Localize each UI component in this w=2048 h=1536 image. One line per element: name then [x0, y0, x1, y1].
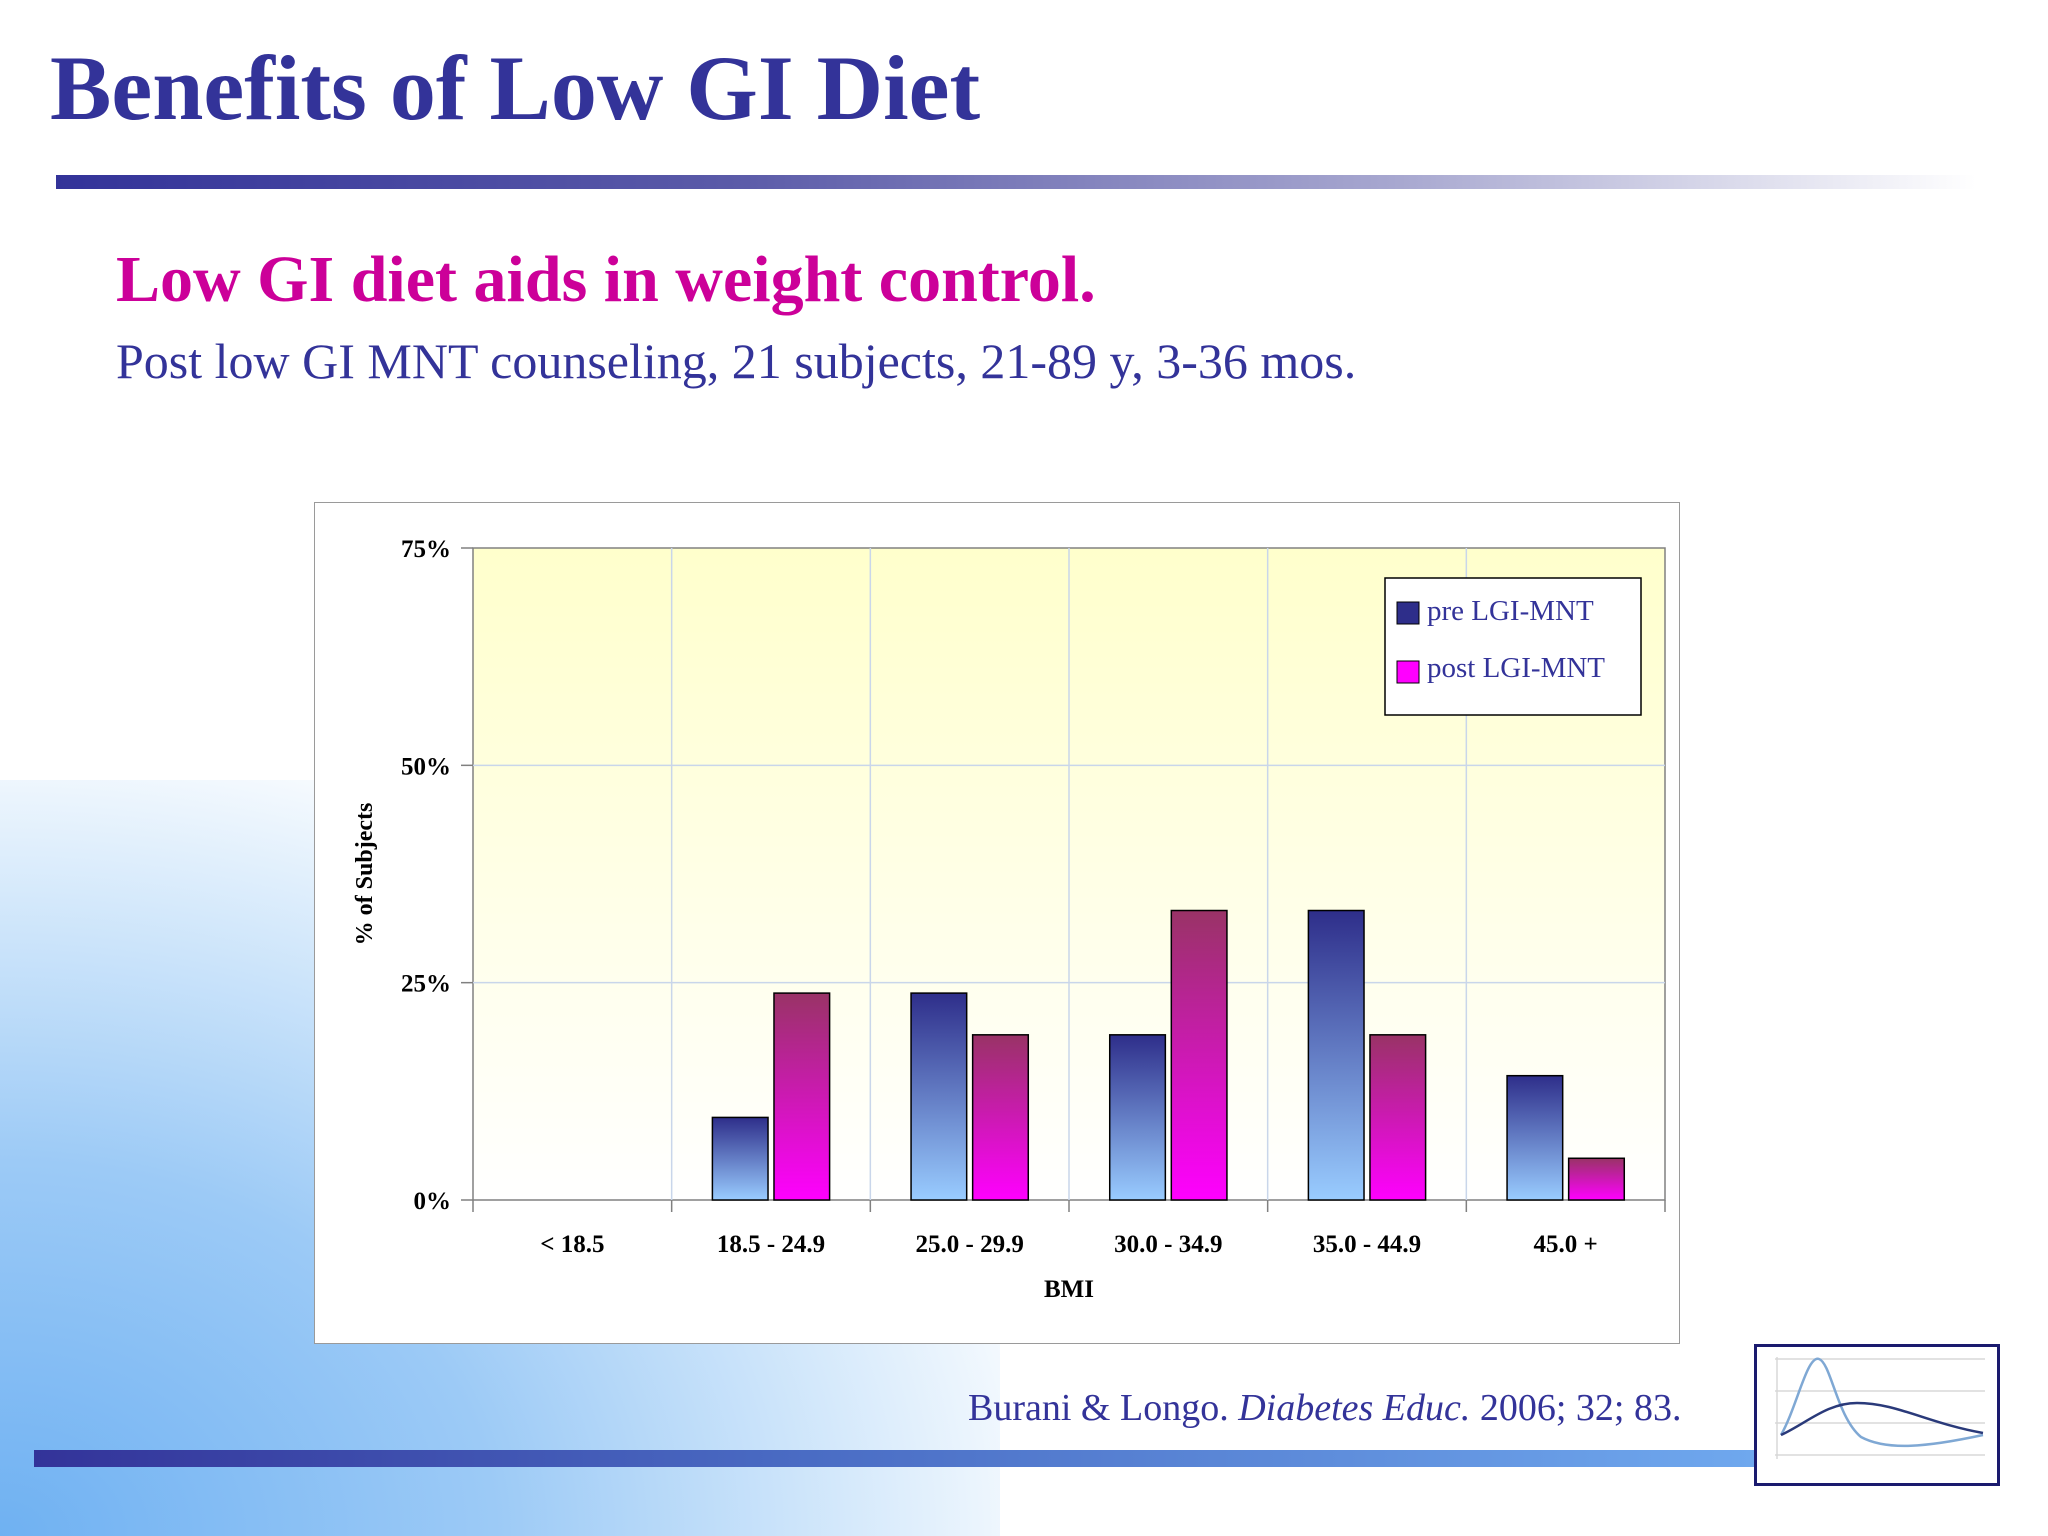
legend: pre LGI-MNT post LGI-MNT: [1384, 577, 1642, 716]
x-tick-label: < 18.5: [540, 1231, 604, 1258]
citation-details: 2006; 32; 83.: [1470, 1387, 1682, 1429]
slide-title: Benefits of Low GI Diet: [50, 37, 981, 139]
citation-journal: Diabetes Educ.: [1238, 1387, 1471, 1429]
bar-post: [773, 992, 831, 1201]
y-axis-label: % of Subjects: [352, 803, 378, 946]
citation: Burani & Longo. Diabetes Educ. 2006; 32;…: [968, 1386, 1681, 1430]
citation-authors: Burani & Longo.: [968, 1387, 1239, 1429]
gi-curve-graph-icon: [1754, 1344, 2000, 1486]
slide-subtitle: Low GI diet aids in weight control.: [116, 243, 1096, 316]
y-tick-label: 25%: [401, 971, 451, 998]
y-tick-label: 50%: [401, 753, 451, 780]
legend-swatch-pre: [1396, 601, 1420, 625]
x-tick-label: 30.0 - 34.9: [1114, 1231, 1222, 1258]
title-underline-bar: [56, 175, 1976, 189]
x-tick-label: 45.0 +: [1534, 1231, 1598, 1258]
bar-pre: [711, 1116, 769, 1201]
bar-post: [1567, 1157, 1626, 1201]
x-tick-label: 18.5 - 24.9: [717, 1231, 825, 1258]
x-tick-label: 35.0 - 44.9: [1313, 1231, 1421, 1258]
y-tick-label: 0%: [414, 1188, 452, 1215]
footer-bar: [34, 1450, 1754, 1467]
legend-label-post: post LGI-MNT: [1427, 652, 1605, 684]
bar-post: [971, 1034, 1030, 1201]
legend-swatch-post: [1396, 660, 1420, 684]
bmi-bar-chart: 0% 25% 50% 75% < 18.5 18.5 - 24.9 25.0 - 29.9 3…: [314, 502, 1680, 1344]
bar-pre: [1108, 1034, 1167, 1201]
bar-post: [1369, 1034, 1427, 1201]
bar-pre: [1506, 1074, 1564, 1201]
y-tick-label: 75%: [401, 536, 451, 563]
legend-label-pre: pre LGI-MNT: [1427, 595, 1594, 627]
gi-curve-graph-svg: [1775, 1357, 1985, 1459]
x-tick-label: 25.0 - 29.9: [916, 1231, 1024, 1258]
bar-pre: [1307, 909, 1365, 1201]
bar-pre: [910, 992, 968, 1201]
study-description: Post low GI MNT counseling, 21 subjects,…: [116, 333, 1357, 389]
bar-post: [1170, 909, 1228, 1201]
x-axis-label: BMI: [1044, 1276, 1094, 1303]
chart-svg: 0% 25% 50% 75% < 18.5 18.5 - 24.9 25.0 - 29.9 3…: [352, 536, 1666, 1303]
legend-box: [1384, 577, 1642, 716]
